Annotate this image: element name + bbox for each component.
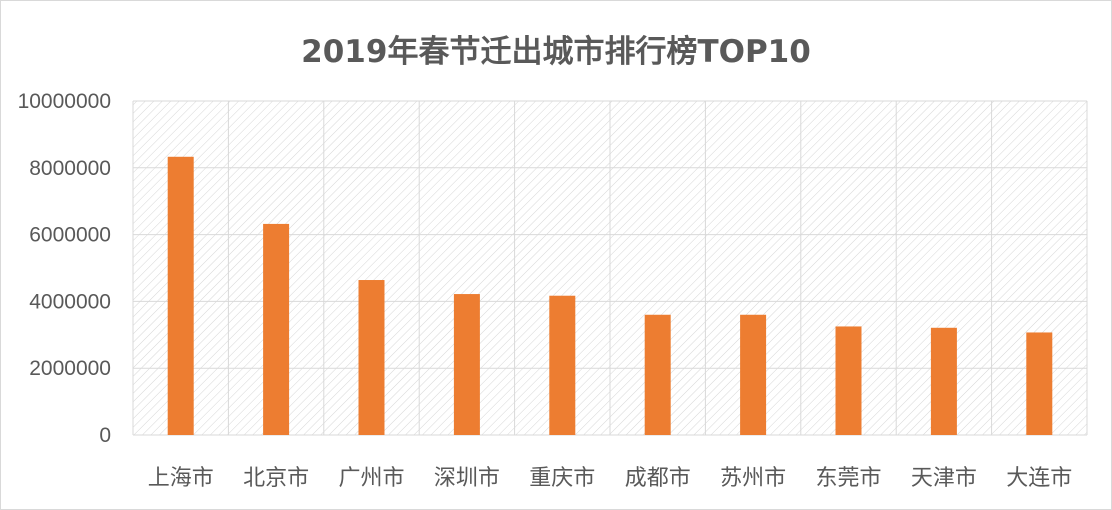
bar	[930, 327, 957, 435]
x-tick-label: 成都市	[625, 466, 691, 491]
y-tick-label: 2000000	[29, 357, 111, 380]
y-tick-label: 8000000	[29, 157, 111, 180]
y-tick-label: 10000000	[18, 90, 111, 113]
bar	[835, 326, 862, 435]
x-tick-label: 北京市	[243, 466, 309, 491]
x-tick-label: 苏州市	[720, 466, 786, 491]
bar	[263, 223, 290, 435]
bar	[644, 314, 671, 435]
x-tick-label: 天津市	[911, 466, 977, 491]
x-tick-label: 广州市	[338, 466, 404, 491]
x-tick-label: 重庆市	[529, 466, 595, 491]
bar	[167, 156, 194, 435]
x-tick-label: 东莞市	[815, 466, 881, 491]
x-tick-label: 大连市	[1006, 466, 1072, 491]
chart-title: 2019年春节迁出城市排行榜TOP10	[301, 34, 811, 70]
bar	[358, 280, 385, 435]
y-tick-label: 6000000	[29, 224, 111, 247]
x-tick-label: 深圳市	[434, 466, 500, 491]
x-tick-label: 上海市	[148, 466, 214, 491]
bar	[1026, 332, 1053, 435]
y-tick-label: 4000000	[29, 290, 111, 313]
y-tick-label: 0	[99, 424, 111, 447]
bar	[453, 294, 480, 435]
bar	[549, 295, 576, 435]
bar	[740, 314, 767, 435]
